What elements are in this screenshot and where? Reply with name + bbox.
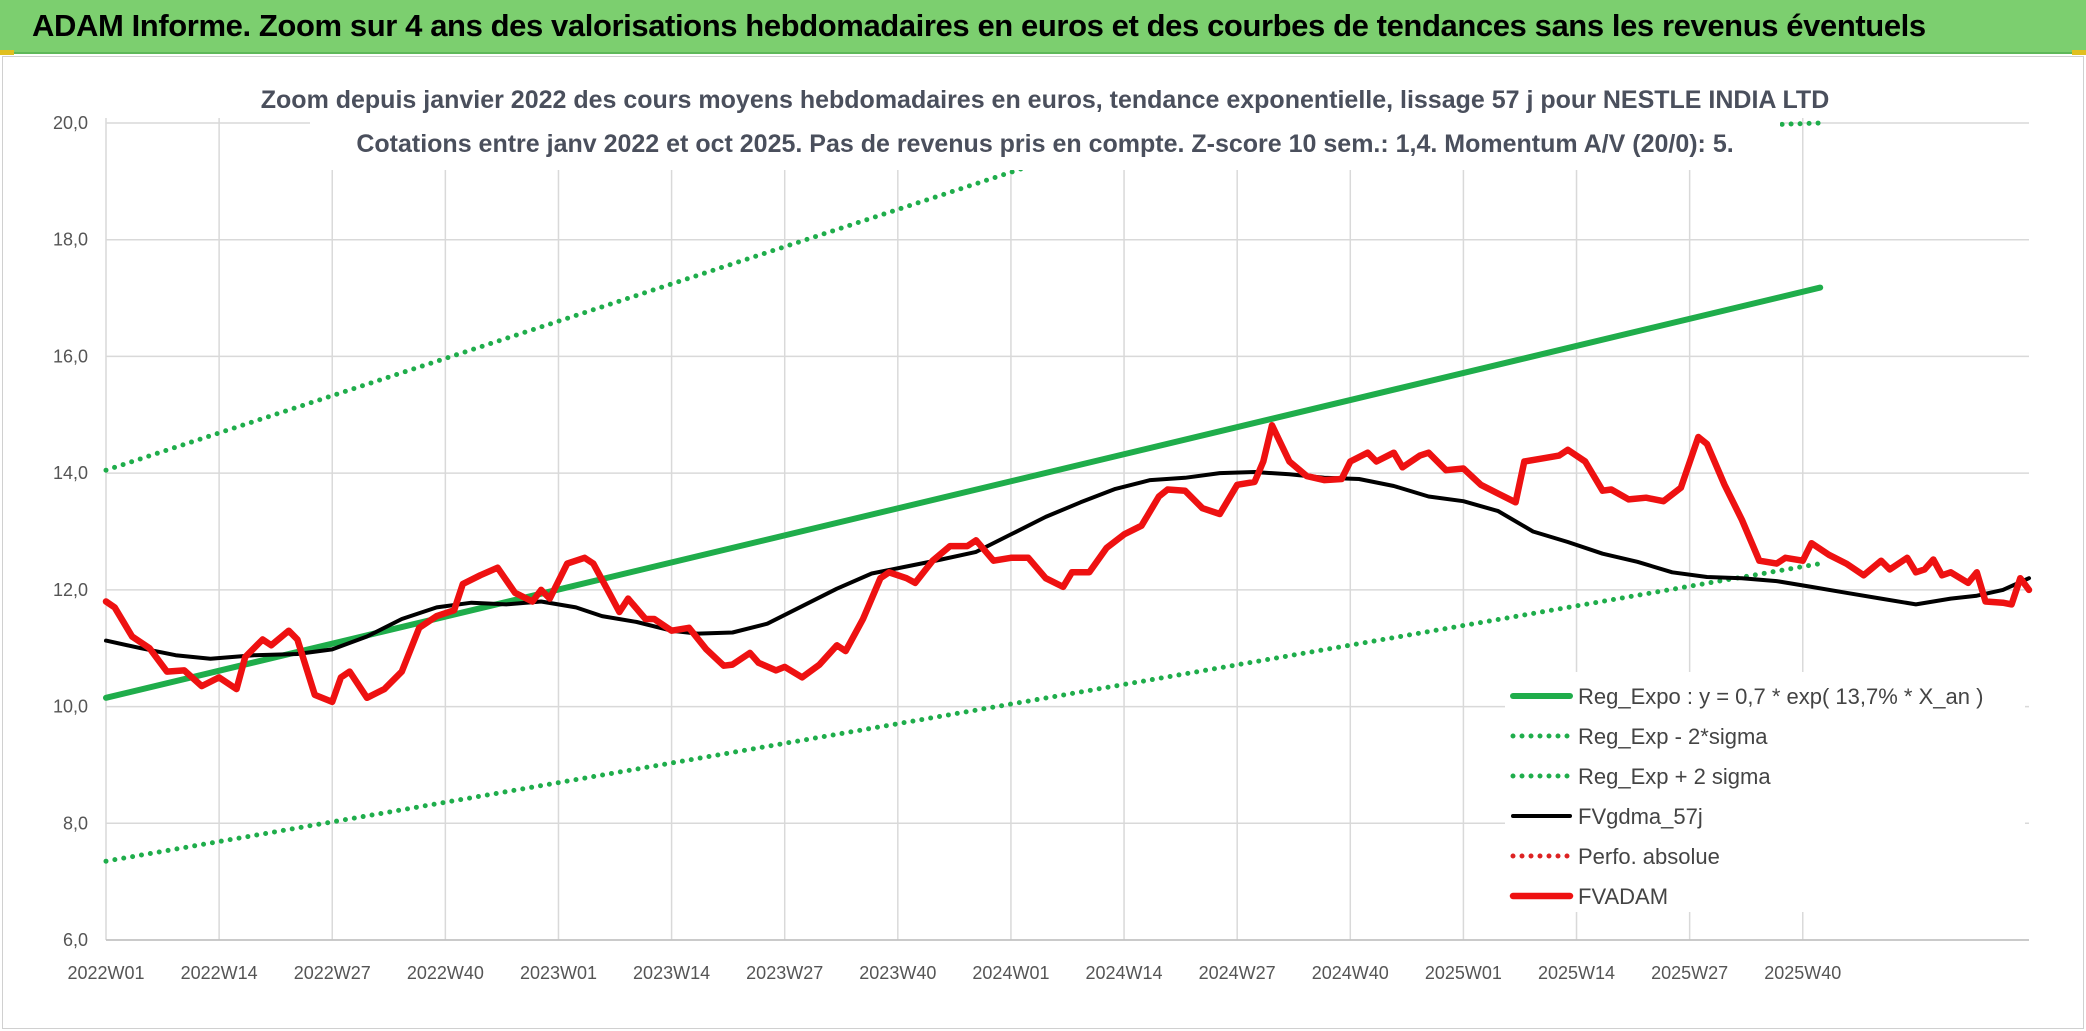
x-tick-label: 2025W01 bbox=[1425, 963, 1502, 983]
x-tick-label: 2022W01 bbox=[67, 963, 144, 983]
y-tick-label: 6,0 bbox=[63, 930, 88, 950]
banner-accent bbox=[2072, 50, 2086, 55]
report-title: ADAM Informe. Zoom sur 4 ans des valoris… bbox=[32, 8, 1926, 43]
x-tick-label: 2025W14 bbox=[1538, 963, 1615, 983]
chart-subtitle: Cotations entre janv 2022 et oct 2025. P… bbox=[356, 130, 1733, 158]
y-tick-label: 20,0 bbox=[53, 113, 88, 133]
series-line-2 bbox=[103, 120, 1823, 473]
chart-title: Zoom depuis janvier 2022 des cours moyen… bbox=[261, 86, 1830, 114]
legend-label: Perfo. absolue bbox=[1578, 844, 1720, 869]
x-tick-label: 2025W40 bbox=[1764, 963, 1841, 983]
chart-frame bbox=[2, 56, 2084, 1029]
series-line-1 bbox=[103, 561, 1823, 864]
x-tick-label: 2024W14 bbox=[1086, 963, 1163, 983]
x-tick-label: 2024W27 bbox=[1199, 963, 1276, 983]
x-tick-label: 2023W01 bbox=[520, 963, 597, 983]
x-tick-label: 2023W40 bbox=[859, 963, 936, 983]
x-tick-label: 2023W14 bbox=[633, 963, 710, 983]
legend-label: Reg_Exp - 2*sigma bbox=[1578, 724, 1768, 749]
x-tick-label: 2025W27 bbox=[1651, 963, 1728, 983]
legend-label: FVADAM bbox=[1578, 884, 1668, 909]
legend: Reg_Expo : y = 0,7 * exp( 13,7% * X_an )… bbox=[1505, 672, 2025, 912]
y-tick-label: 8,0 bbox=[63, 813, 88, 833]
x-tick-label: 2022W40 bbox=[407, 963, 484, 983]
x-tick-label: 2022W27 bbox=[294, 963, 371, 983]
report-banner: ADAM Informe. Zoom sur 4 ans des valoris… bbox=[0, 0, 2086, 54]
y-tick-label: 18,0 bbox=[53, 230, 88, 250]
series-line-3 bbox=[104, 470, 2031, 661]
x-tick-label: 2024W01 bbox=[972, 963, 1049, 983]
y-tick-label: 14,0 bbox=[53, 463, 88, 483]
y-axis-ticks: 6,0 8,0 10,0 12,0 14,0 16,0 18,0 20,0 bbox=[53, 113, 88, 950]
x-tick-label: 2024W40 bbox=[1312, 963, 1389, 983]
legend-label: FVgdma_57j bbox=[1578, 804, 1703, 829]
banner-accent bbox=[0, 50, 14, 55]
legend-label: Reg_Exp + 2 sigma bbox=[1578, 764, 1771, 789]
legend-label: Reg_Expo : y = 0,7 * exp( 13,7% * X_an ) bbox=[1578, 684, 1983, 709]
y-tick-label: 12,0 bbox=[53, 580, 88, 600]
y-tick-label: 16,0 bbox=[53, 346, 88, 366]
x-tick-label: 2023W27 bbox=[746, 963, 823, 983]
chart-title-background bbox=[310, 78, 1780, 170]
series-line-5 bbox=[102, 422, 2033, 706]
y-tick-label: 10,0 bbox=[53, 697, 88, 717]
x-axis-ticks: 2022W01 2022W14 2022W27 2022W40 2023W01 2023W… bbox=[67, 963, 1841, 983]
x-tick-label: 2022W14 bbox=[181, 963, 258, 983]
series-lines bbox=[102, 120, 2033, 864]
legend-background bbox=[1505, 672, 2025, 912]
series-line-0 bbox=[103, 284, 1824, 701]
